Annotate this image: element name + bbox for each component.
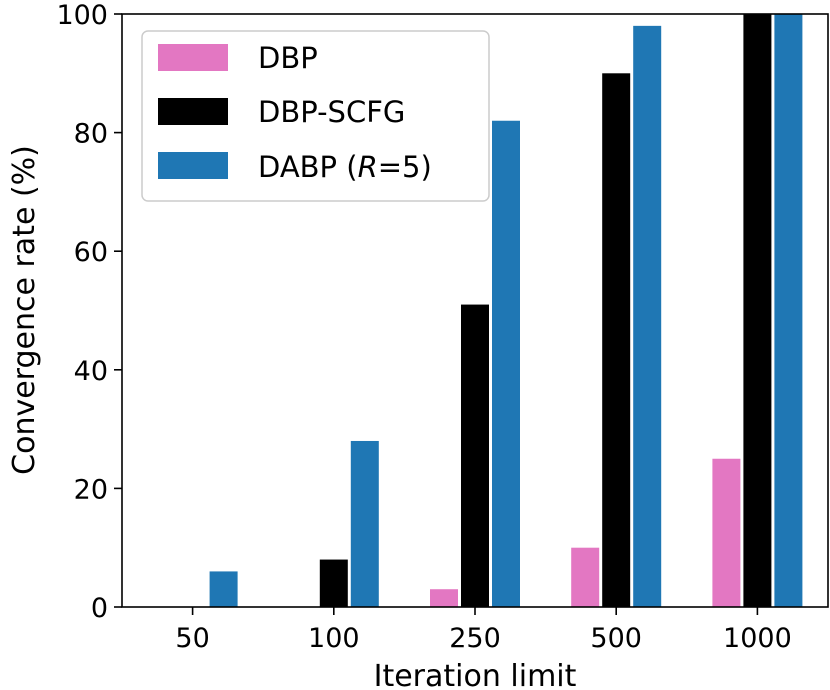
legend-label-dbp-scfg: DBP-SCFG — [258, 95, 405, 129]
x-tick-label: 250 — [449, 623, 501, 654]
x-tick-label: 100 — [308, 623, 360, 654]
x-tick-label: 500 — [590, 623, 642, 654]
legend-swatch-dbp — [158, 44, 228, 71]
y-tick-label: 40 — [74, 356, 108, 387]
y-tick-label: 20 — [74, 474, 108, 505]
bar-dabp-r-5-1000 — [774, 14, 803, 607]
bar-dbp-500 — [571, 547, 600, 607]
legend: DBP DBP-SCFG DABP (R=5) — [141, 30, 490, 202]
legend-swatch-dbp-scfg — [158, 98, 228, 125]
y-tick-label: 80 — [74, 119, 108, 150]
bar-dbp-scfg-1000 — [743, 14, 772, 607]
bar-dabp-r-5-100 — [350, 440, 379, 607]
bars-group — [209, 14, 803, 608]
legend-label-dbp: DBP — [258, 41, 318, 75]
x-tick-label: 1000 — [723, 623, 792, 654]
y-axis-ticks: 0 20 40 60 80 100 — [56, 0, 122, 624]
bar-dbp-scfg-250 — [461, 304, 489, 607]
x-tick-label: 50 — [175, 623, 209, 654]
bar-dbp-250 — [430, 589, 458, 607]
plot-frame — [121, 13, 829, 608]
y-tick-label: 60 — [74, 237, 108, 268]
bar-dabp-r-5-250 — [492, 120, 520, 608]
x-axis-label: Iteration limit — [374, 659, 577, 690]
y-axis-label: Convergence rate (%) — [7, 145, 42, 475]
y-tick-label: 0 — [91, 593, 108, 624]
bar-dabp-r-5-500 — [633, 25, 662, 608]
bar-dabp-r-5-50 — [209, 571, 238, 607]
bar-dbp-scfg-500 — [602, 73, 631, 608]
x-axis-ticks: 50 100 250 500 1000 — [175, 607, 792, 654]
y-tick-label: 100 — [56, 0, 108, 31]
legend-label-dabp: DABP (R=5) — [258, 150, 432, 184]
legend-frame — [141, 30, 490, 202]
legend-swatch-dabp — [158, 152, 228, 179]
bar-dbp-1000 — [712, 458, 741, 607]
bar-dbp-scfg-100 — [319, 559, 348, 607]
